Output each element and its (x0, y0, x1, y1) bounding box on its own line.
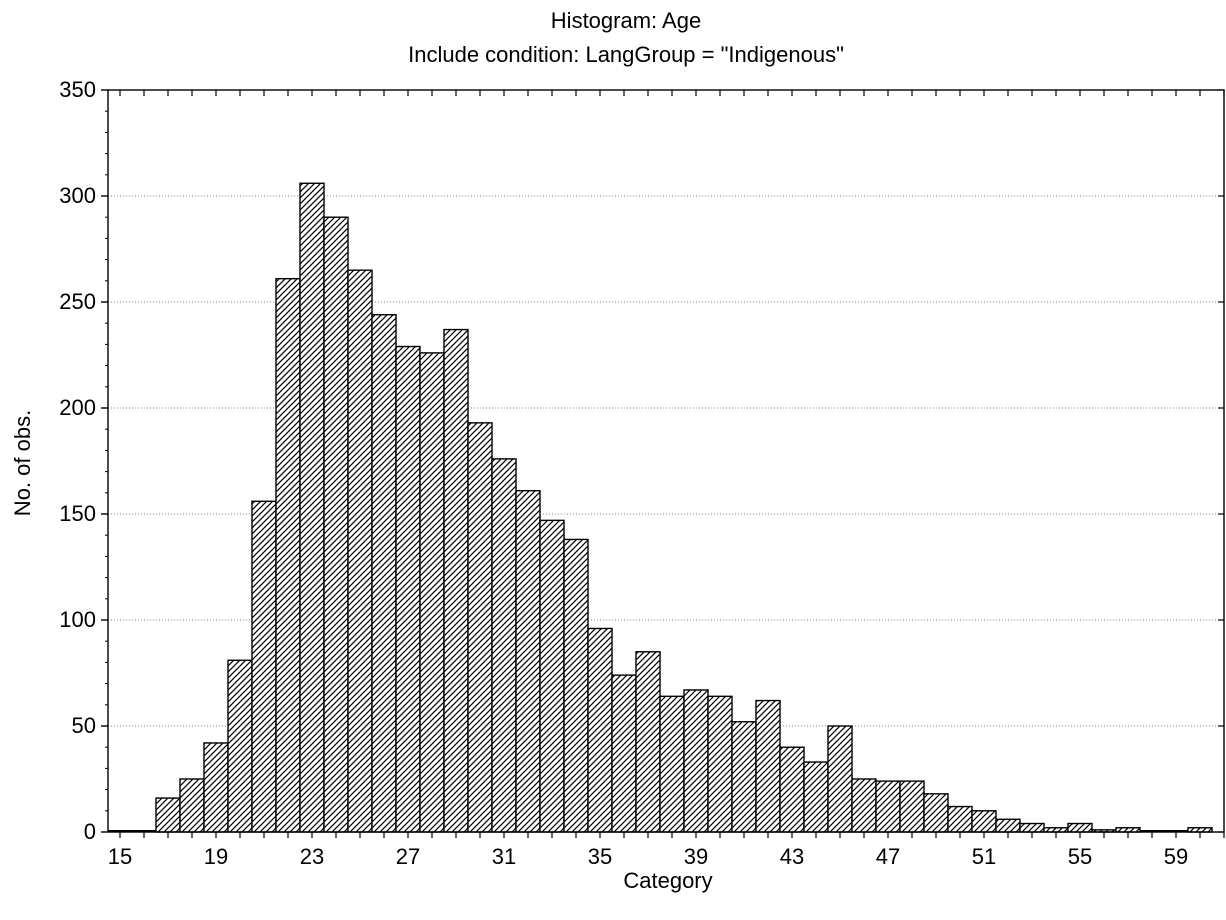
histogram-bar (876, 781, 900, 832)
histogram-bar (612, 675, 636, 832)
x-tick-label: 39 (684, 844, 708, 869)
histogram-bar (972, 811, 996, 832)
x-tick-label: 35 (588, 844, 612, 869)
histogram-bar (420, 353, 444, 832)
histogram-bar (1068, 824, 1092, 832)
x-tick-label: 51 (972, 844, 996, 869)
y-tick-label: 300 (59, 183, 96, 208)
histogram-bar (828, 726, 852, 832)
histogram-bar (660, 696, 684, 832)
y-tick-label: 200 (59, 395, 96, 420)
histogram-bar (492, 459, 516, 832)
x-tick-label: 27 (396, 844, 420, 869)
histogram-bar (684, 690, 708, 832)
histogram-bar (228, 660, 252, 832)
x-tick-label: 23 (300, 844, 324, 869)
histogram-bar (948, 807, 972, 832)
histogram-bar (780, 747, 804, 832)
histogram-bar (804, 762, 828, 832)
histogram-bar (444, 330, 468, 832)
chart-subtitle: Include condition: LangGroup = "Indigeno… (408, 42, 844, 67)
histogram-bar (588, 628, 612, 832)
histogram-bar (180, 779, 204, 832)
histogram-bar (852, 779, 876, 832)
histogram-bar (300, 183, 324, 832)
y-tick-label: 150 (59, 501, 96, 526)
chart-title: Histogram: Age (551, 8, 701, 33)
histogram-bar (756, 701, 780, 832)
histogram-bar (564, 539, 588, 832)
histogram-bar (732, 722, 756, 832)
bars (108, 183, 1212, 832)
x-tick-label: 19 (204, 844, 228, 869)
histogram-bar (1020, 824, 1044, 832)
histogram-bar (252, 501, 276, 832)
histogram-bar (540, 520, 564, 832)
y-axis-label: No. of obs. (10, 410, 35, 516)
histogram-bar (276, 279, 300, 832)
x-tick-label: 31 (492, 844, 516, 869)
histogram-bar (708, 696, 732, 832)
histogram-bar (468, 423, 492, 832)
histogram-bar (996, 819, 1020, 832)
y-tick-label: 50 (72, 713, 96, 738)
histogram-bar (156, 798, 180, 832)
y-tick-label: 100 (59, 607, 96, 632)
histogram-bar (324, 217, 348, 832)
x-tick-label: 15 (108, 844, 132, 869)
x-tick-label: 43 (780, 844, 804, 869)
histogram-bar (516, 491, 540, 832)
histogram-bar (204, 743, 228, 832)
histogram-bar (900, 781, 924, 832)
histogram-bar (924, 794, 948, 832)
histogram-bar (636, 652, 660, 832)
x-tick-label: 59 (1164, 844, 1188, 869)
histogram-bar (372, 315, 396, 832)
x-axis-label: Category (623, 868, 712, 893)
histogram-bar (396, 347, 420, 832)
x-tick-label: 55 (1068, 844, 1092, 869)
y-tick-label: 250 (59, 289, 96, 314)
histogram-bar (348, 270, 372, 832)
y-tick-label: 0 (84, 819, 96, 844)
y-tick-label: 350 (59, 77, 96, 102)
x-tick-label: 47 (876, 844, 900, 869)
